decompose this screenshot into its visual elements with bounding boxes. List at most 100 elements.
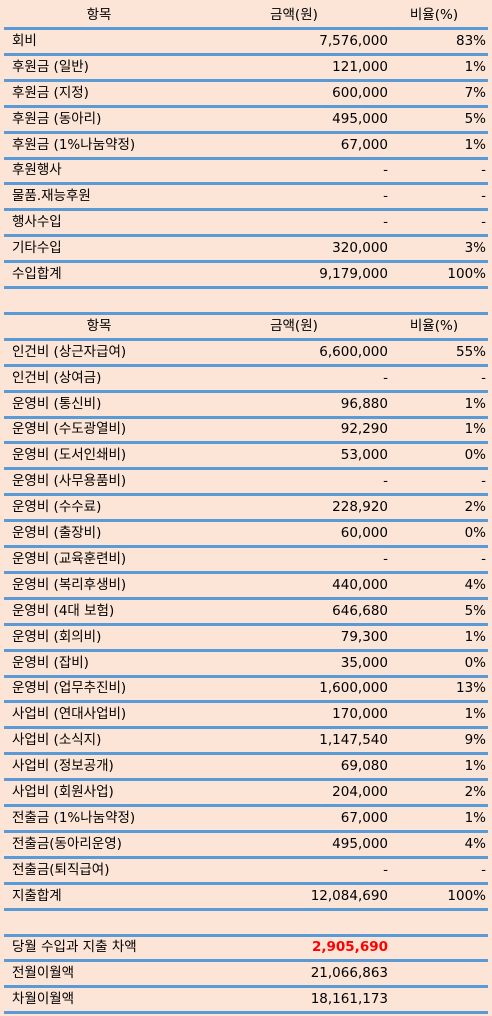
- data-row: 운영비 (통신비) 96,880 1%: [4, 393, 488, 419]
- data-row: 사업비 (정보공개) 69,080 1%: [4, 755, 488, 782]
- item-label: 사업비 (회원사업): [12, 784, 114, 800]
- amount: 67,000: [340, 809, 388, 826]
- ratio: 100%: [447, 887, 486, 904]
- ratio: 1%: [464, 809, 486, 826]
- ratio: 1%: [464, 136, 486, 153]
- ratio: 9%: [464, 732, 486, 749]
- data-row: 후원금 (지정) 600,000 7%: [4, 82, 488, 108]
- ratio: -: [481, 861, 486, 878]
- data-row: 운영비 (회의비) 79,300 1%: [4, 626, 488, 652]
- item-label: 전출금(퇴직급여): [12, 861, 110, 878]
- item-label: 운영비 (출장비): [12, 525, 102, 541]
- amount: 1,147,540: [319, 732, 388, 749]
- item-label: 운영비 (통신비): [12, 395, 102, 412]
- data-row: 물품.재능후원 - -: [4, 185, 488, 212]
- ratio: -: [481, 550, 486, 567]
- header-cell: 비율(%): [409, 317, 459, 334]
- data-row: 후원금 (1%나눔약정) 67,000 1%: [4, 134, 488, 160]
- item-label: 사업비 (소식지): [12, 732, 102, 749]
- amount: 96,880: [340, 395, 388, 412]
- summary-label: 차월이월액: [12, 991, 75, 1008]
- amount: 646,680: [332, 602, 388, 619]
- header-cell: 항목: [86, 7, 112, 23]
- item-label: 후원금 (동아리): [12, 110, 102, 127]
- item-label: 물품.재능후원: [12, 188, 91, 205]
- spacer-row: [4, 911, 488, 937]
- ratio: 5%: [464, 602, 486, 619]
- summary-amount: 18,161,173: [310, 991, 388, 1008]
- amount: 6,600,000: [319, 343, 388, 360]
- summary-amount: 2,905,690: [311, 939, 388, 956]
- amount: 9,179,000: [319, 266, 388, 282]
- header-cell: 금액(원): [270, 317, 318, 334]
- item-label: 전출금(동아리운영): [12, 835, 122, 852]
- amount: 67,000: [340, 136, 388, 153]
- ratio: 1%: [464, 758, 486, 775]
- ratio: 0%: [464, 654, 486, 671]
- amount: -: [383, 162, 388, 179]
- amount: -: [383, 550, 388, 567]
- ratio: 5%: [464, 110, 486, 127]
- amount: 495,000: [332, 110, 388, 127]
- data-row: 전출금(퇴직급여) - -: [4, 859, 488, 885]
- summary-row: 전월이월액 21,066,863: [4, 962, 488, 989]
- item-label: 운영비 (4대 보험): [12, 602, 115, 619]
- amount: -: [383, 473, 388, 490]
- data-row: 사업비 (연대사업비) 170,000 1%: [4, 703, 488, 730]
- summary-row: 당월 수입과 지출 차액 2,905,690: [4, 936, 488, 963]
- item-label: 인건비 (상여금): [12, 369, 102, 386]
- data-row: 운영비 (4대 보험) 646,680 5%: [4, 600, 488, 626]
- data-row: 운영비 (사무용품비) - -: [4, 470, 488, 497]
- data-row: 운영비 (출장비) 60,000 0%: [4, 522, 488, 548]
- amount: 60,000: [340, 525, 388, 541]
- amount: -: [383, 214, 388, 231]
- data-row: 사업비 (소식지) 1,147,540 9%: [4, 729, 488, 756]
- ratio: 7%: [464, 84, 486, 101]
- data-row: 행사수입 - -: [4, 211, 488, 238]
- header-row: 항목 금액(원) 비율(%): [4, 315, 488, 341]
- item-label: 수입합계: [12, 266, 62, 282]
- ratio: 1%: [464, 421, 486, 438]
- ratio: -: [481, 214, 486, 231]
- item-label: 운영비 (도서인쇄비): [12, 447, 127, 464]
- amount: 69,080: [340, 758, 388, 775]
- item-label: 사업비 (정보공개): [12, 758, 114, 775]
- data-row: 운영비 (업무추진비) 1,600,000 13%: [4, 677, 488, 704]
- data-row: 운영비 (수수료) 228,920 2%: [4, 496, 488, 523]
- item-label: 인건비 (상근자급여): [12, 343, 127, 360]
- data-row: 수입합계 9,179,000 100%: [4, 263, 488, 289]
- amount: 1,600,000: [319, 680, 388, 697]
- ratio: 13%: [455, 680, 486, 697]
- item-label: 행사수입: [12, 214, 62, 231]
- ratio: 1%: [464, 706, 486, 723]
- data-row: 사업비 (회원사업) 204,000 2%: [4, 781, 488, 807]
- ratio: -: [481, 188, 486, 205]
- data-row: 전출금(동아리운영) 495,000 4%: [4, 833, 488, 859]
- data-row: 인건비 (상여금) - -: [4, 367, 488, 393]
- data-row: 기타수입 320,000 3%: [4, 237, 488, 264]
- item-label: 지출합계: [12, 887, 62, 904]
- summary-row: 차월이월액 18,161,173: [4, 988, 488, 1015]
- data-row: 후원금 (일반) 121,000 1%: [4, 56, 488, 82]
- amount: -: [383, 861, 388, 878]
- ratio: 4%: [464, 576, 486, 593]
- ratio: -: [481, 473, 486, 490]
- data-row: 운영비 (잡비) 35,000 0%: [4, 652, 488, 678]
- summary-amount: 21,066,863: [310, 965, 388, 982]
- amount: 320,000: [332, 240, 388, 257]
- amount: 12,084,690: [310, 887, 388, 904]
- amount: 92,290: [340, 421, 388, 438]
- data-row: 지출합계 12,084,690 100%: [4, 885, 488, 911]
- data-row: 운영비 (교육훈련비) - -: [4, 548, 488, 574]
- header-cell: 금액(원): [270, 7, 318, 23]
- item-label: 운영비 (사무용품비): [12, 473, 127, 490]
- header-row: 항목 금액(원) 비율(%): [4, 4, 488, 30]
- item-label: 기타수입: [12, 240, 62, 257]
- amount: 495,000: [332, 835, 388, 852]
- ratio: 0%: [464, 447, 486, 464]
- item-label: 운영비 (업무추진비): [12, 680, 127, 697]
- data-row: 후원금 (동아리) 495,000 5%: [4, 108, 488, 134]
- item-label: 운영비 (수도광열비): [12, 421, 127, 438]
- data-row: 후원행사 - -: [4, 159, 488, 186]
